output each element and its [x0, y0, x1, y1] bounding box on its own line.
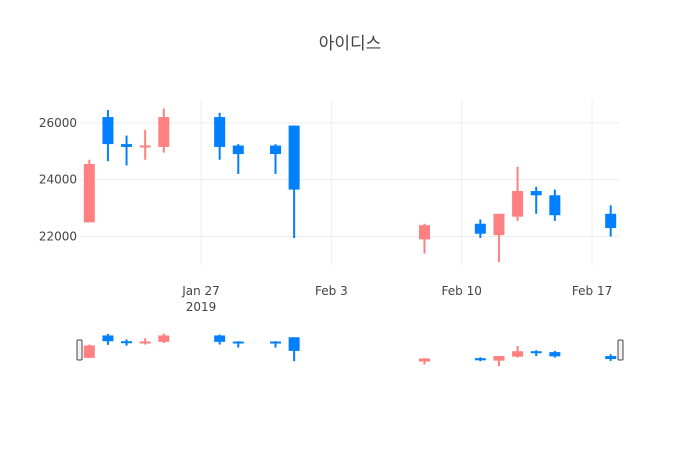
candle [232, 144, 244, 174]
candle-body [158, 117, 170, 147]
candle-body [102, 335, 114, 342]
x-tick-label: Jan 27 [181, 284, 220, 298]
range-slider[interactable] [76, 332, 624, 368]
candle [549, 189, 561, 221]
candle-body [512, 351, 524, 357]
candle-body [549, 195, 561, 216]
candle-body [605, 213, 617, 229]
candle-body [83, 345, 95, 358]
candle-body [270, 145, 282, 155]
x-year-label: 2019 [186, 300, 217, 314]
candle-body [121, 144, 133, 147]
candle [158, 108, 170, 153]
range-slider-left-handle[interactable] [76, 339, 83, 361]
candle-body [158, 335, 170, 342]
x-tick-label: Feb 3 [315, 284, 348, 298]
slider-candle [493, 356, 505, 367]
candle-body [288, 125, 300, 190]
candle-body [418, 225, 430, 240]
slider-candle [605, 354, 617, 361]
candle [512, 166, 524, 221]
slider-candle [549, 350, 561, 358]
slider-candle [418, 358, 430, 365]
y-tick-label: 26000 [39, 116, 77, 130]
y-axis: 22000 24000 26000 [39, 116, 77, 244]
candle-body [549, 352, 561, 357]
candle-body [270, 341, 282, 344]
candle-body [121, 341, 133, 344]
candle-body [83, 164, 95, 223]
candle-body [512, 191, 524, 217]
candle-body [530, 351, 542, 354]
candle-body [493, 213, 505, 236]
range-slider-right-handle[interactable] [617, 339, 624, 361]
candle [83, 159, 95, 223]
candle-body [530, 191, 542, 196]
candle-body [139, 341, 151, 344]
candle [102, 109, 114, 162]
candle-body [232, 145, 244, 155]
candle-body [605, 356, 617, 360]
slider-candle [139, 338, 151, 345]
candle-body [418, 358, 430, 362]
candle [493, 213, 505, 263]
y-tick-label: 22000 [39, 230, 77, 244]
slider-candle [288, 337, 300, 362]
range-slider-bg [80, 332, 620, 368]
slider-candle [214, 334, 226, 345]
x-tick-label: Feb 17 [572, 284, 612, 298]
slider-candle [474, 357, 486, 362]
slider-candle [270, 341, 282, 348]
slider-candle [121, 339, 133, 346]
y-tick-label: 24000 [39, 173, 77, 187]
slider-candle [232, 341, 244, 348]
slider-candle [158, 333, 170, 344]
chart-title: 아이디스 [319, 34, 382, 54]
candle [214, 112, 226, 160]
candle-body [288, 337, 300, 351]
grid-layer [80, 100, 620, 265]
slider-candle [102, 333, 114, 345]
candle [418, 223, 430, 254]
candle-body [493, 356, 505, 361]
x-tick-label: Feb 10 [442, 284, 482, 298]
candle-body [474, 223, 486, 234]
candle-body [102, 117, 114, 145]
candle [139, 129, 151, 160]
candle [288, 125, 300, 238]
candle [530, 186, 542, 214]
candle [605, 205, 617, 237]
candle [121, 135, 133, 166]
slider-candle [530, 350, 542, 357]
candles-layer [83, 108, 617, 263]
slider-candle [83, 344, 95, 358]
candle [474, 219, 486, 238]
candle-body [214, 335, 226, 342]
x-axis: 2019 Jan 27 Feb 3 Feb 10 Feb 17 [181, 284, 612, 314]
candle [270, 144, 282, 174]
candle-body [139, 145, 151, 148]
slider-candle [512, 346, 524, 358]
candle-body [474, 358, 486, 361]
candle-body [214, 117, 226, 147]
candle-body [232, 341, 244, 344]
